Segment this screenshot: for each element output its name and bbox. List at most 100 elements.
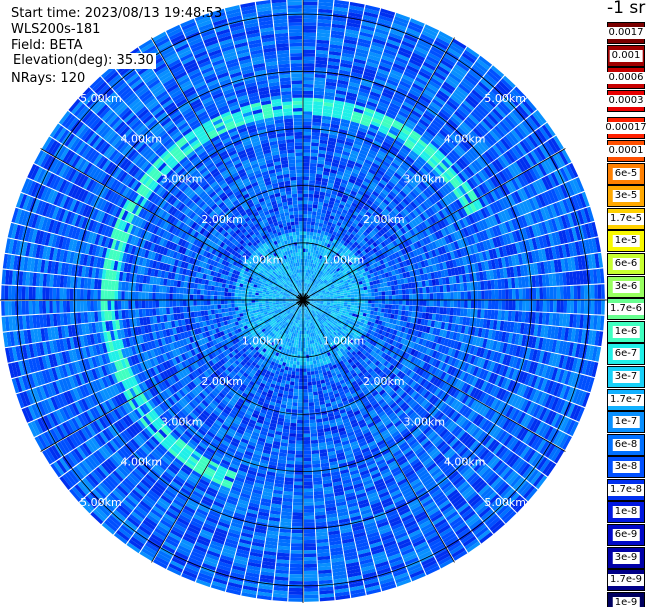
- backscatter-cell: [309, 166, 317, 171]
- backscatter-cell: [379, 61, 392, 70]
- backscatter-cell: [303, 179, 309, 184]
- backscatter-cell: [395, 300, 399, 305]
- backscatter-cell: [330, 169, 338, 174]
- backscatter-cell: [345, 25, 360, 32]
- backscatter-cell: [340, 182, 347, 188]
- backscatter-cell: [326, 236, 331, 241]
- backscatter-cell: [345, 166, 353, 172]
- backscatter-cell: [392, 142, 402, 151]
- backscatter-cell: [346, 211, 353, 217]
- backscatter-cell: [422, 61, 436, 71]
- backscatter-cell: [346, 92, 358, 98]
- backscatter-cell: [490, 309, 495, 320]
- backscatter-cell: [397, 83, 410, 92]
- backscatter-cell: [303, 159, 310, 163]
- backscatter-cell: [320, 132, 329, 138]
- backscatter-cell: [318, 266, 322, 271]
- backscatter-cell: [363, 110, 374, 118]
- backscatter-cell: [311, 263, 315, 268]
- backscatter-cell: [372, 140, 382, 147]
- backscatter-cell: [412, 305, 416, 312]
- backscatter-cell: [358, 152, 367, 159]
- backscatter-cell: [303, 8, 318, 13]
- backscatter-cell: [354, 136, 364, 143]
- backscatter-cell: [346, 184, 353, 191]
- backscatter-cell: [446, 300, 451, 308]
- backscatter-cell: [345, 137, 355, 144]
- backscatter-cell: [374, 78, 386, 86]
- backscatter-cell: [340, 295, 345, 298]
- backscatter-cell: [348, 127, 358, 134]
- backscatter-cell: [385, 154, 394, 162]
- backscatter-cell: [304, 276, 306, 280]
- backscatter-cell: [573, 285, 578, 299]
- backscatter-cell: [318, 240, 322, 245]
- backscatter-cell: [336, 303, 341, 306]
- backscatter-cell: [316, 261, 320, 266]
- backscatter-cell: [364, 300, 369, 304]
- backscatter-cell: [430, 46, 445, 56]
- backscatter-cell: [307, 217, 312, 222]
- backscatter-cell: [311, 270, 314, 275]
- backscatter-cell: [330, 165, 338, 171]
- backscatter-cell: [326, 225, 331, 230]
- backscatter-cell: [312, 207, 318, 212]
- backscatter-cell: [325, 78, 338, 83]
- backscatter-cell: [323, 242, 328, 247]
- backscatter-cell: [303, 1, 318, 6]
- backscatter-cell: [336, 138, 345, 145]
- backscatter-cell: [470, 300, 475, 309]
- backscatter-cell: [355, 48, 369, 55]
- backscatter-cell: [317, 26, 331, 31]
- backscatter-cell: [339, 125, 349, 131]
- backscatter-cell: [304, 269, 307, 273]
- backscatter-cell: [383, 157, 393, 165]
- backscatter-cell: [324, 217, 330, 222]
- backscatter-cell: [321, 209, 327, 214]
- backscatter-cell: [336, 210, 342, 216]
- backscatter-cell: [330, 249, 335, 254]
- backscatter-cell: [383, 115, 395, 123]
- backscatter-cell: [398, 47, 413, 56]
- backscatter-cell: [310, 270, 313, 274]
- backscatter-cell: [481, 290, 485, 300]
- backscatter-cell: [306, 283, 309, 287]
- backscatter-cell: [307, 276, 310, 281]
- backscatter-cell: [332, 110, 343, 116]
- backscatter-cell: [307, 255, 310, 260]
- backscatter-cell: [306, 231, 310, 236]
- backscatter-cell: [306, 287, 309, 291]
- backscatter-cell: [335, 145, 344, 151]
- backscatter-cell: [570, 285, 574, 299]
- backscatter-cell: [419, 300, 424, 306]
- backscatter-cell: [303, 121, 312, 126]
- backscatter-cell: [359, 312, 364, 316]
- backscatter-cell: [368, 94, 380, 102]
- backscatter-cell: [303, 193, 309, 198]
- backscatter-cell: [340, 122, 350, 128]
- backscatter-cell: [328, 57, 341, 63]
- backscatter-cell: [322, 109, 333, 114]
- backscatter-cell: [337, 296, 341, 299]
- backscatter-cell: [315, 218, 320, 223]
- backscatter-cell: [364, 136, 374, 144]
- backscatter-cell: [384, 286, 389, 292]
- backscatter-cell: [343, 39, 357, 45]
- backscatter-cell: [350, 294, 355, 298]
- backscatter-cell: [330, 301, 334, 304]
- backscatter-cell: [318, 198, 324, 203]
- backscatter-cell: [368, 296, 372, 300]
- backscatter-cell: [326, 210, 332, 216]
- backscatter-cell: [305, 272, 308, 277]
- backscatter-cell: [321, 119, 331, 124]
- backscatter-cell: [365, 64, 378, 72]
- backscatter-cell: [318, 146, 327, 151]
- backscatter-cell: [360, 183, 368, 190]
- backscatter-cell: [443, 300, 448, 307]
- backscatter-cell: [325, 258, 329, 263]
- backscatter-cell: [367, 303, 372, 307]
- backscatter-cell: [408, 311, 413, 317]
- backscatter-cell: [316, 39, 330, 44]
- backscatter-cell: [332, 159, 340, 164]
